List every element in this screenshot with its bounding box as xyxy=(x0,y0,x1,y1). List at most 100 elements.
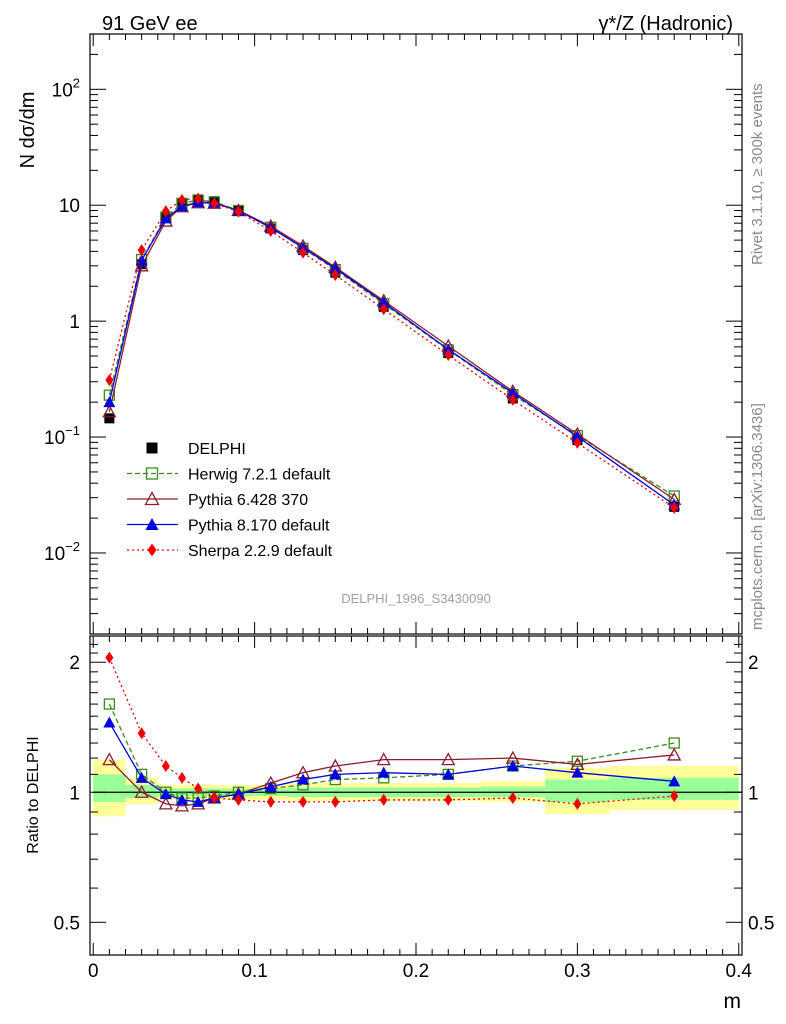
ratio-panel: 0.5 0.5 1 1 2 2 0 0.1 0.2 0.3 0.4 m Ratio to DELPHI xyxy=(25,635,774,1013)
point-pythia-8-170-default xyxy=(442,343,455,355)
legend-label-delphi: DELPHI xyxy=(188,441,246,458)
y-tick-label: 10 xyxy=(59,196,80,217)
legend-marker-sherpa-2-2-9-default xyxy=(147,543,157,557)
point-pythia-8-170-default xyxy=(571,430,584,442)
ratio-y-tick-label-right: 0.5 xyxy=(748,913,774,934)
ratio-point-pythia-8-170-default xyxy=(506,760,519,772)
y-tick-label: 10−2 xyxy=(44,539,80,565)
legend-marker-pythia-8-170-default xyxy=(145,518,159,530)
ratio-point-pythia-6-428-370 xyxy=(376,752,391,766)
observable-title: γ*/Z (Hadronic) xyxy=(599,13,733,35)
ratio-point-pythia-8-170-default xyxy=(135,771,148,783)
ratio-y-tick-label: 2 xyxy=(69,653,80,674)
ratio-point-pythia-8-170-default xyxy=(297,773,310,785)
point-sherpa-2-2-9-default xyxy=(194,192,203,205)
point-pythia-6-428-370 xyxy=(134,258,149,272)
ratio-point-sherpa-2-2-9-default xyxy=(331,795,340,808)
point-pythia-8-170-default xyxy=(377,296,390,308)
point-pythia-8-170-default xyxy=(329,262,342,274)
ratio-point-pythia-6-428-370 xyxy=(441,752,456,766)
analysis-watermark: DELPHI_1996_S3430090 xyxy=(341,591,491,606)
legend: DELPHI Herwig 7.2.1 default Pythia 6.428 3… xyxy=(127,441,333,560)
point-sherpa-2-2-9-default xyxy=(508,393,517,406)
y-tick-label: 102 xyxy=(52,75,80,101)
ratio-point-sherpa-2-2-9-default xyxy=(105,651,114,664)
series-line-sherpa-2-2-9-default xyxy=(108,197,675,509)
legend-label-sherpa-2-2-9-default: Sherpa 2.2.9 default xyxy=(188,543,333,560)
ratio-point-pythia-8-170-default xyxy=(442,768,455,780)
ratio-point-pythia-8-170-default xyxy=(232,788,245,800)
ratio-point-pythia-8-170-default xyxy=(571,766,584,778)
point-sherpa-2-2-9-default xyxy=(161,205,170,218)
ratio-point-pythia-8-170-default xyxy=(175,793,188,805)
ratio-point-pythia-8-170-default xyxy=(103,716,116,728)
ratio-point-sherpa-2-2-9-default xyxy=(670,790,679,803)
ratio-point-pythia-8-170-default xyxy=(668,775,681,787)
ratio-point-pythia-8-170-default xyxy=(192,795,205,807)
ratio-y-tick-label-right: 2 xyxy=(748,653,759,674)
ratio-point-sherpa-2-2-9-default xyxy=(444,793,453,806)
ratio-point-pythia-8-170-default xyxy=(264,780,277,792)
mcplots-label: mcplots.cern.ch [arXiv:1306.3436] xyxy=(749,403,766,630)
ratio-point-pythia-6-428-370 xyxy=(667,747,682,761)
ratio-point-pythia-8-170-default xyxy=(159,788,172,800)
point-sherpa-2-2-9-default xyxy=(379,303,388,316)
point-sherpa-2-2-9-default xyxy=(266,224,275,237)
x-tick-label: 0.4 xyxy=(726,961,753,982)
uncertainty-band-green xyxy=(545,779,610,802)
ratio-point-sherpa-2-2-9-default xyxy=(177,771,186,784)
point-sherpa-2-2-9-default xyxy=(105,374,114,387)
point-pythia-6-428-370 xyxy=(102,404,117,418)
ratio-point-pythia-6-428-370 xyxy=(134,784,149,798)
ratio-point-sherpa-2-2-9-default xyxy=(379,793,388,806)
ratio-y-tick-label-right: 1 xyxy=(748,783,759,804)
x-tick-label: 0.3 xyxy=(564,961,590,982)
ratio-point-herwig-7-2-1-default xyxy=(571,755,584,767)
legend-marker-herwig-7-2-1-default xyxy=(145,467,159,480)
ratio-point-sherpa-2-2-9-default xyxy=(210,791,219,804)
ratio-point-sherpa-2-2-9-default xyxy=(194,782,203,795)
ratio-point-pythia-8-170-default xyxy=(377,766,390,778)
point-delphi xyxy=(104,413,115,424)
point-pythia-8-170-default xyxy=(506,386,519,398)
point-sherpa-2-2-9-default xyxy=(573,436,582,449)
point-sherpa-2-2-9-default xyxy=(177,193,186,206)
main-panel: 102 10 1 10−1 10−2 N dσ/dm xyxy=(17,33,743,635)
y-axis-label: N dσ/dm xyxy=(17,92,39,169)
point-sherpa-2-2-9-default xyxy=(137,244,146,257)
y-tick-label: 10−1 xyxy=(44,423,80,449)
x-tick-label: 0 xyxy=(88,961,99,982)
point-sherpa-2-2-9-default xyxy=(331,269,340,282)
ratio-y-tick-label: 1 xyxy=(69,783,80,804)
legend-label-pythia-8-170-default: Pythia 8.170 default xyxy=(188,518,330,535)
ratio-point-sherpa-2-2-9-default xyxy=(266,795,275,808)
ratio-point-sherpa-2-2-9-default xyxy=(573,797,582,810)
ratio-point-sherpa-2-2-9-default xyxy=(299,795,308,808)
legend-label-pythia-6-428-370: Pythia 6.428 370 xyxy=(188,492,308,509)
ratio-point-pythia-6-428-370 xyxy=(102,752,117,766)
x-tick-label: 0.1 xyxy=(241,961,267,982)
series-line-pythia-8-170-default xyxy=(108,201,675,506)
point-sherpa-2-2-9-default xyxy=(299,246,308,259)
ratio-point-pythia-6-428-370 xyxy=(174,798,190,812)
legend-marker-pythia-6-428-370 xyxy=(144,491,160,506)
x-tick-label: 0.2 xyxy=(403,961,429,982)
y-tick-label: 1 xyxy=(69,312,80,333)
uncertainty-band-green xyxy=(609,777,739,800)
point-pythia-8-170-default xyxy=(159,212,172,224)
point-sherpa-2-2-9-default xyxy=(670,501,679,514)
ratio-point-sherpa-2-2-9-default xyxy=(234,793,243,806)
rivet-version-label: Rivet 3.1.10, ≥ 300k events xyxy=(749,83,766,265)
uncertainty-band-green xyxy=(93,774,126,802)
ratio-point-sherpa-2-2-9-default xyxy=(137,727,146,740)
x-axis-label: m xyxy=(724,990,742,1013)
legend-label-herwig-7-2-1-default: Herwig 7.2.1 default xyxy=(188,467,331,484)
ratio-y-tick-label: 0.5 xyxy=(54,913,80,934)
ratio-y-axis-label: Ratio to DELPHI xyxy=(25,736,42,853)
point-sherpa-2-2-9-default xyxy=(444,349,453,362)
ratio-point-pythia-6-428-370 xyxy=(158,796,173,810)
process-title: 91 GeV ee xyxy=(102,13,198,35)
ratio-point-herwig-7-2-1-default xyxy=(103,698,116,710)
point-sherpa-2-2-9-default xyxy=(210,197,219,210)
